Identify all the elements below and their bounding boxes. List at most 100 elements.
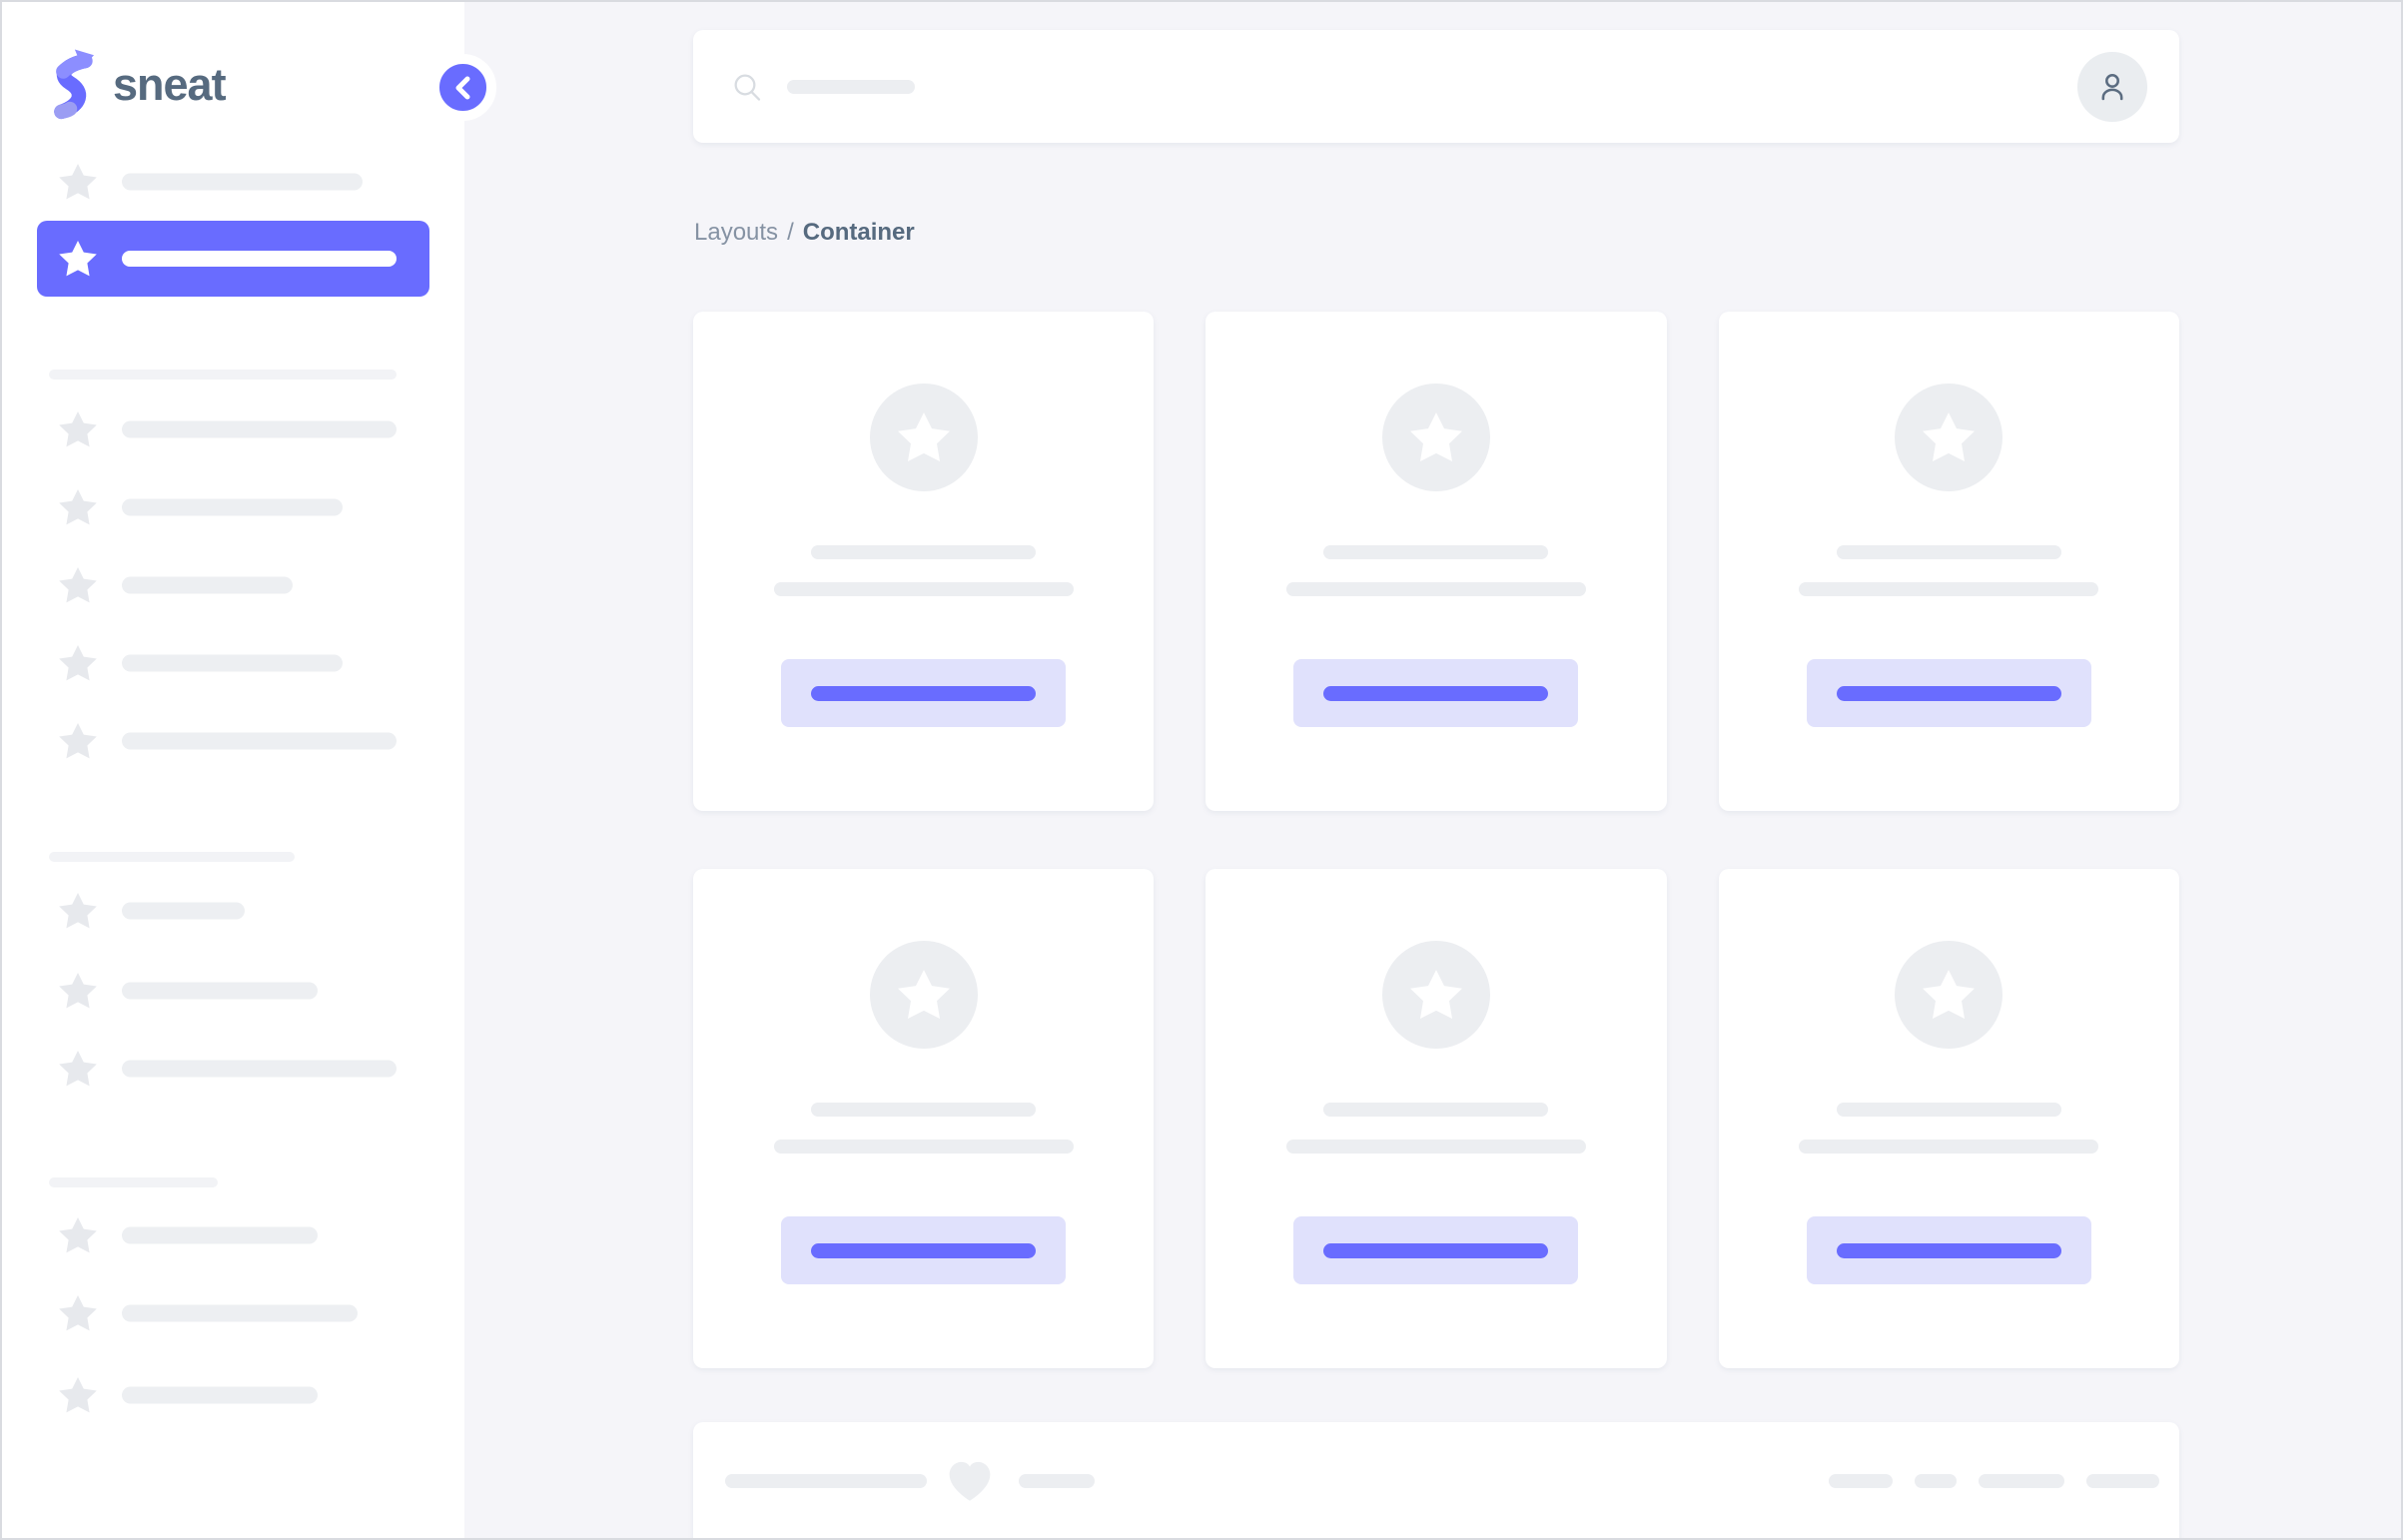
chevron-left-icon bbox=[451, 72, 475, 104]
star-icon bbox=[1923, 970, 1976, 1020]
card-star-badge bbox=[1381, 384, 1490, 491]
footer-left-group bbox=[725, 1460, 1095, 1502]
layout-card bbox=[1718, 312, 2179, 811]
sidebar-collapse-button[interactable] bbox=[429, 54, 496, 121]
card-subtitle-placeholder bbox=[1285, 1140, 1586, 1154]
menu-label-placeholder bbox=[122, 654, 343, 672]
star-icon bbox=[59, 164, 97, 200]
card-action-button[interactable] bbox=[781, 659, 1067, 727]
card-title-placeholder bbox=[1323, 1103, 1549, 1117]
layout-card bbox=[693, 869, 1155, 1368]
card-star-badge bbox=[869, 384, 978, 491]
sidebar-item-active[interactable] bbox=[37, 221, 429, 297]
sidebar-item[interactable] bbox=[0, 884, 464, 938]
search-placeholder-bar bbox=[787, 79, 915, 94]
footer-row bbox=[693, 1458, 2179, 1504]
menu-label-placeholder bbox=[122, 1386, 318, 1404]
card-star-badge bbox=[1895, 941, 2003, 1049]
button-label-placeholder bbox=[1323, 1242, 1549, 1258]
menu-label-placeholder bbox=[122, 251, 397, 267]
card-action-button[interactable] bbox=[1806, 1216, 2091, 1284]
sidebar-item[interactable] bbox=[0, 636, 464, 690]
sidebar-item[interactable] bbox=[0, 1286, 464, 1340]
menu-label-placeholder bbox=[122, 902, 245, 920]
menu-label-placeholder bbox=[122, 173, 363, 191]
breadcrumb-current: Container bbox=[802, 219, 915, 246]
pagination-placeholder bbox=[1829, 1474, 2159, 1488]
sidebar-item[interactable] bbox=[0, 1042, 464, 1096]
button-label-placeholder bbox=[1323, 685, 1549, 701]
sidebar-item[interactable] bbox=[0, 558, 464, 612]
search-icon bbox=[731, 71, 763, 103]
star-icon bbox=[59, 411, 97, 447]
card-action-button[interactable] bbox=[1293, 1216, 1579, 1284]
menu-label-placeholder bbox=[122, 732, 397, 750]
breadcrumb-link-layouts[interactable]: Layouts bbox=[694, 219, 779, 246]
search-input[interactable] bbox=[693, 30, 2077, 143]
sidebar-item[interactable] bbox=[0, 155, 464, 209]
button-label-placeholder bbox=[1836, 685, 2061, 701]
footer-text-placeholder bbox=[725, 1474, 927, 1488]
card-subtitle-placeholder bbox=[1799, 582, 2099, 596]
sidebar-menu bbox=[0, 0, 464, 1540]
menu-label-placeholder bbox=[122, 1304, 358, 1322]
brand-name: sneat bbox=[113, 59, 227, 110]
star-icon bbox=[897, 412, 950, 462]
sidebar-item[interactable] bbox=[0, 964, 464, 1018]
sneat-logo-icon bbox=[47, 47, 95, 123]
sidebar-item[interactable] bbox=[0, 480, 464, 534]
star-icon bbox=[59, 645, 97, 681]
sidebar-item[interactable] bbox=[0, 714, 464, 768]
menu-label-placeholder bbox=[122, 498, 343, 516]
sidebar: sneat bbox=[0, 0, 496, 1540]
layout-card bbox=[693, 312, 1155, 811]
star-icon bbox=[59, 1051, 97, 1087]
sidebar-item[interactable] bbox=[0, 1208, 464, 1262]
star-icon bbox=[59, 489, 97, 525]
button-label-placeholder bbox=[1836, 1242, 2061, 1258]
star-icon bbox=[59, 723, 97, 759]
cards-grid bbox=[693, 312, 2179, 1368]
menu-label-placeholder bbox=[122, 982, 318, 1000]
menu-label-placeholder bbox=[122, 420, 397, 438]
star-icon bbox=[59, 1377, 97, 1413]
sidebar-section-divider bbox=[49, 370, 397, 380]
menu-label-placeholder bbox=[122, 1060, 397, 1078]
brand: sneat bbox=[47, 45, 227, 125]
card-star-badge bbox=[1895, 384, 2003, 491]
card-action-button[interactable] bbox=[1293, 659, 1579, 727]
pagination-bar-placeholder bbox=[2086, 1474, 2159, 1488]
card-action-button[interactable] bbox=[781, 1216, 1067, 1284]
layout-card bbox=[1205, 869, 1667, 1368]
card-action-button[interactable] bbox=[1806, 659, 2091, 727]
card-title-placeholder bbox=[1836, 545, 2061, 559]
menu-label-placeholder bbox=[122, 1226, 318, 1244]
button-label-placeholder bbox=[811, 1242, 1037, 1258]
layout-card bbox=[1718, 869, 2179, 1368]
topbar-search-card bbox=[693, 30, 2179, 143]
sidebar-section-divider bbox=[49, 852, 295, 862]
star-icon bbox=[59, 973, 97, 1009]
star-icon bbox=[1409, 970, 1462, 1020]
pagination-bar-placeholder bbox=[1979, 1474, 2064, 1488]
star-icon bbox=[1409, 412, 1462, 462]
user-avatar-button[interactable] bbox=[2077, 51, 2147, 122]
card-title-placeholder bbox=[1836, 1103, 2061, 1117]
sidebar-item[interactable] bbox=[0, 402, 464, 456]
sidebar-item[interactable] bbox=[0, 1368, 464, 1422]
heart-icon bbox=[947, 1460, 993, 1502]
star-icon bbox=[59, 1217, 97, 1253]
button-label-placeholder bbox=[811, 685, 1037, 701]
pagination-bar-placeholder bbox=[1829, 1474, 1893, 1488]
menu-label-placeholder bbox=[122, 576, 293, 594]
star-icon bbox=[59, 893, 97, 929]
sidebar-section-divider bbox=[49, 1177, 218, 1187]
footer-small-placeholder bbox=[1019, 1474, 1095, 1488]
user-icon bbox=[2093, 68, 2131, 106]
card-star-badge bbox=[869, 941, 978, 1049]
card-star-badge bbox=[1381, 941, 1490, 1049]
card-title-placeholder bbox=[1323, 545, 1549, 559]
star-icon bbox=[59, 567, 97, 603]
card-subtitle-placeholder bbox=[773, 1140, 1074, 1154]
